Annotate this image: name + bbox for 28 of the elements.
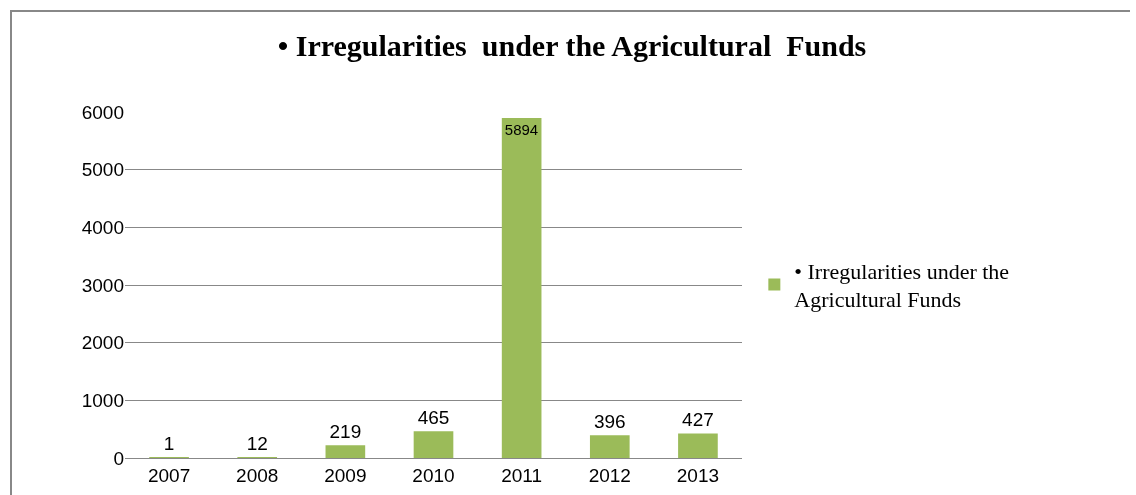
data-label: 465 xyxy=(417,407,450,429)
y-tick-label: 1000 xyxy=(81,389,124,411)
chart-title: • Irregularities under the Agricultural Funds xyxy=(277,29,867,63)
bar xyxy=(589,435,630,458)
x-tick-label: 2011 xyxy=(501,464,543,486)
legend-label: • Irregularities under the Agricultural Funds xyxy=(794,258,1010,313)
data-label: 396 xyxy=(593,411,626,433)
y-tick-label: 0 xyxy=(113,447,124,469)
bar xyxy=(678,433,718,458)
data-label: 427 xyxy=(682,409,714,431)
y-tick-label: 6000 xyxy=(81,101,124,123)
bar xyxy=(501,118,542,458)
y-tick-label: 4000 xyxy=(81,216,124,238)
y-tick-label: 2000 xyxy=(81,332,124,354)
bar xyxy=(413,431,454,458)
x-tick-label: 2007 xyxy=(147,464,191,486)
data-label: 5894 xyxy=(504,120,539,138)
data-label: 219 xyxy=(329,421,362,443)
x-tick-label: 2008 xyxy=(236,464,279,486)
x-tick-label: 2009 xyxy=(324,464,367,486)
x-tick-label: 2010 xyxy=(412,464,455,486)
data-label: 12 xyxy=(246,433,268,454)
bar xyxy=(325,445,366,458)
y-tick-label: 5000 xyxy=(81,159,124,181)
x-tick-label: 2013 xyxy=(676,464,720,486)
x-tick-label: 2012 xyxy=(588,464,631,486)
y-tick-label: 3000 xyxy=(81,274,124,296)
data-label: 1 xyxy=(163,433,175,454)
